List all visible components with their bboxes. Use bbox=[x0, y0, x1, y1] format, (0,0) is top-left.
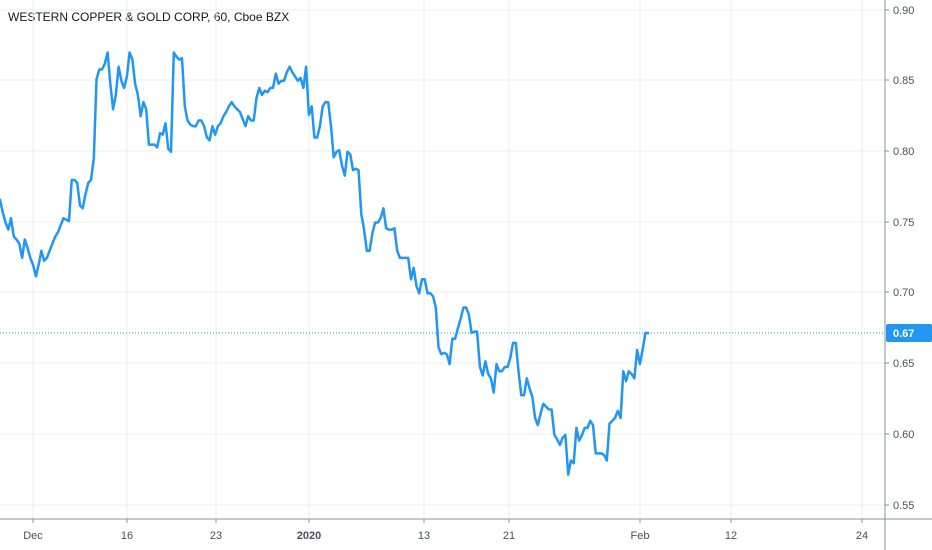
y-tick-label: 0.60 bbox=[893, 429, 914, 441]
y-tick-label: 0.85 bbox=[893, 75, 914, 87]
y-tick-label: 0.55 bbox=[893, 500, 914, 512]
x-tick-label: 23 bbox=[210, 530, 222, 542]
x-tick-label: 2020 bbox=[297, 530, 321, 542]
y-tick-label: 0.90 bbox=[893, 5, 914, 17]
y-tick-label: 0.70 bbox=[893, 287, 914, 299]
x-tick-label: Feb bbox=[631, 530, 650, 542]
x-tick-label: 13 bbox=[418, 530, 430, 542]
x-tick-label: 21 bbox=[503, 530, 515, 542]
y-tick-label: 0.80 bbox=[893, 146, 914, 158]
price-series-line bbox=[0, 53, 648, 475]
last-price-label: 0.67 bbox=[893, 328, 914, 340]
x-tick-label: 16 bbox=[121, 530, 133, 542]
x-tick-label: Dec bbox=[23, 530, 43, 542]
y-tick-label: 0.65 bbox=[893, 358, 914, 370]
y-tick-label: 0.75 bbox=[893, 217, 914, 229]
x-tick-label: 24 bbox=[856, 530, 868, 542]
x-tick-label: 12 bbox=[725, 530, 737, 542]
